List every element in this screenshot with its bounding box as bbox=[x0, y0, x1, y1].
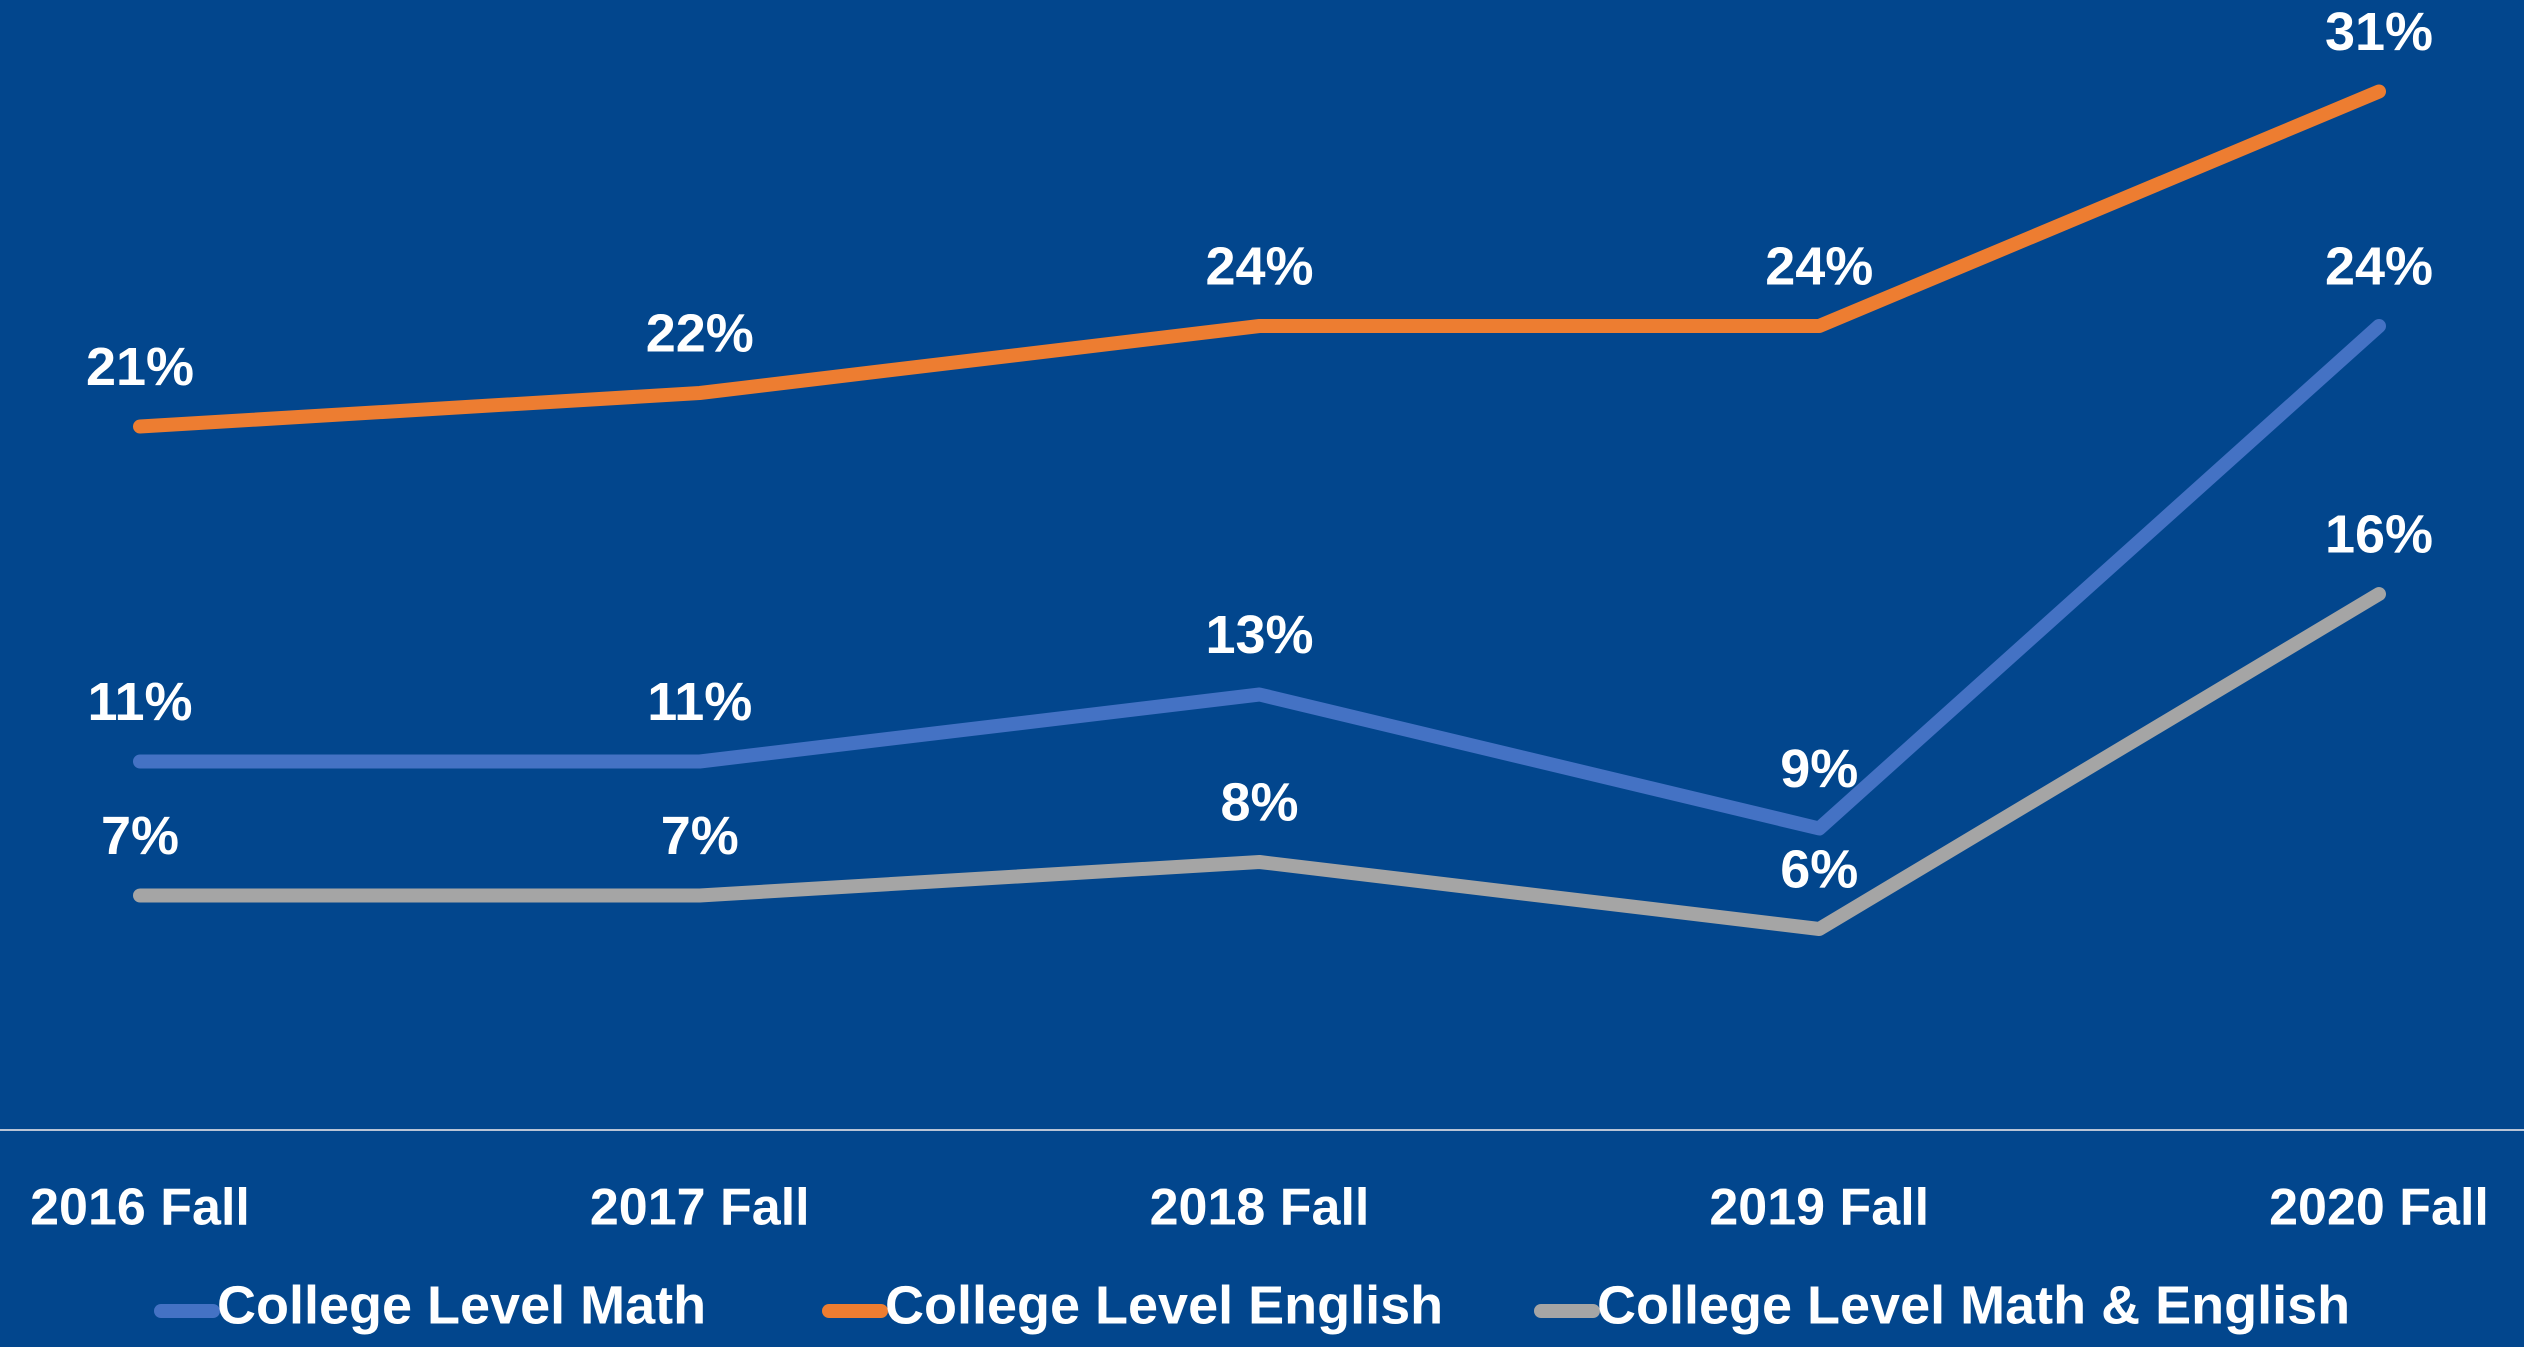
data-label: 11% bbox=[87, 672, 192, 732]
x-tick-label: 2018 Fall bbox=[1150, 1179, 1370, 1237]
data-label: 24% bbox=[1765, 236, 1873, 296]
data-label: 11% bbox=[647, 672, 752, 732]
series-line bbox=[133, 587, 2386, 936]
data-label: 9% bbox=[1780, 739, 1858, 799]
data-label: 31% bbox=[2325, 2, 2433, 62]
x-tick-label: 2017 Fall bbox=[590, 1179, 810, 1237]
data-label: 24% bbox=[2325, 236, 2433, 296]
series-line bbox=[133, 319, 2386, 836]
legend-label: College Level English bbox=[885, 1275, 1443, 1335]
x-tick-label: 2016 Fall bbox=[30, 1179, 250, 1237]
x-tick-label: 2020 Fall bbox=[2269, 1179, 2489, 1237]
data-label: 24% bbox=[1205, 236, 1313, 296]
data-label: 6% bbox=[1780, 839, 1858, 899]
x-tick-label: 2019 Fall bbox=[1709, 1179, 1929, 1237]
data-label: 8% bbox=[1220, 772, 1298, 832]
series-line bbox=[133, 84, 2386, 434]
data-label: 16% bbox=[2325, 504, 2433, 564]
legend-label: College Level Math & English bbox=[1597, 1275, 2350, 1335]
data-label: 7% bbox=[101, 806, 179, 866]
data-label: 13% bbox=[1205, 605, 1313, 665]
data-label: 7% bbox=[661, 806, 739, 866]
data-label: 22% bbox=[646, 303, 754, 363]
data-label: 21% bbox=[86, 337, 194, 397]
legend-label: College Level Math bbox=[217, 1275, 706, 1335]
